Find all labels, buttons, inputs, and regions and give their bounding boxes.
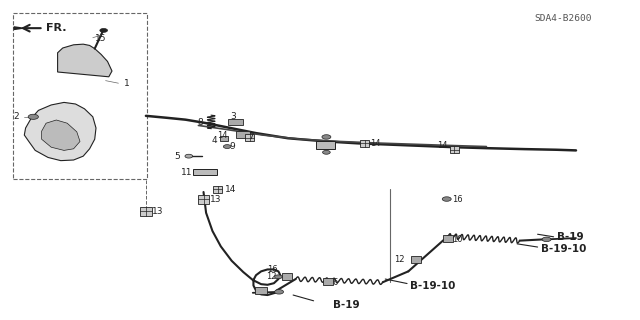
- Text: SDA4-B2600: SDA4-B2600: [534, 14, 592, 23]
- Text: B-19-10: B-19-10: [541, 244, 586, 254]
- Text: 12: 12: [394, 255, 404, 264]
- Text: 13: 13: [210, 195, 221, 204]
- Circle shape: [28, 114, 38, 119]
- Bar: [140, 207, 152, 216]
- Text: 3: 3: [230, 112, 236, 121]
- Polygon shape: [42, 120, 80, 150]
- Text: 1: 1: [124, 79, 129, 88]
- Text: 16: 16: [452, 195, 463, 204]
- Text: 13: 13: [152, 207, 164, 216]
- Bar: [213, 186, 222, 193]
- Text: 8: 8: [198, 118, 204, 127]
- Text: 4: 4: [212, 136, 218, 145]
- Bar: [323, 278, 333, 285]
- Circle shape: [185, 154, 193, 158]
- Text: 10: 10: [452, 235, 462, 244]
- Circle shape: [322, 135, 331, 139]
- Text: 14: 14: [217, 132, 227, 140]
- Circle shape: [100, 28, 108, 32]
- Polygon shape: [14, 27, 23, 29]
- Bar: [360, 140, 369, 147]
- Text: 12: 12: [266, 272, 276, 281]
- Bar: [236, 131, 250, 138]
- Text: 14: 14: [370, 139, 380, 148]
- Text: 11: 11: [180, 168, 192, 177]
- Polygon shape: [58, 44, 112, 77]
- Text: 16: 16: [268, 265, 278, 274]
- Bar: [443, 235, 453, 242]
- Text: B-19: B-19: [557, 232, 584, 243]
- Text: 7: 7: [248, 132, 254, 141]
- Text: 9: 9: [229, 142, 235, 151]
- Text: 6: 6: [333, 278, 338, 287]
- Text: 2: 2: [13, 112, 19, 121]
- Polygon shape: [24, 102, 96, 161]
- Text: 5: 5: [175, 152, 180, 161]
- Bar: [228, 119, 243, 125]
- Circle shape: [223, 145, 231, 148]
- Text: 14: 14: [225, 185, 237, 194]
- Circle shape: [442, 197, 451, 201]
- Bar: [255, 287, 267, 294]
- Bar: [198, 195, 209, 204]
- Bar: [13, 13, 147, 179]
- Circle shape: [275, 290, 284, 294]
- Text: FR.: FR.: [46, 23, 67, 33]
- Circle shape: [323, 150, 330, 154]
- Bar: [450, 146, 459, 153]
- Bar: [245, 134, 254, 141]
- Text: 14: 14: [438, 141, 448, 150]
- Text: B-19-10: B-19-10: [410, 281, 455, 292]
- Text: 15: 15: [95, 34, 106, 43]
- Bar: [411, 256, 421, 263]
- Bar: [220, 136, 228, 141]
- Bar: [316, 140, 335, 148]
- Bar: [282, 273, 292, 280]
- Circle shape: [542, 237, 551, 242]
- Bar: [193, 169, 217, 175]
- Text: B-19: B-19: [333, 300, 360, 310]
- Circle shape: [275, 275, 282, 279]
